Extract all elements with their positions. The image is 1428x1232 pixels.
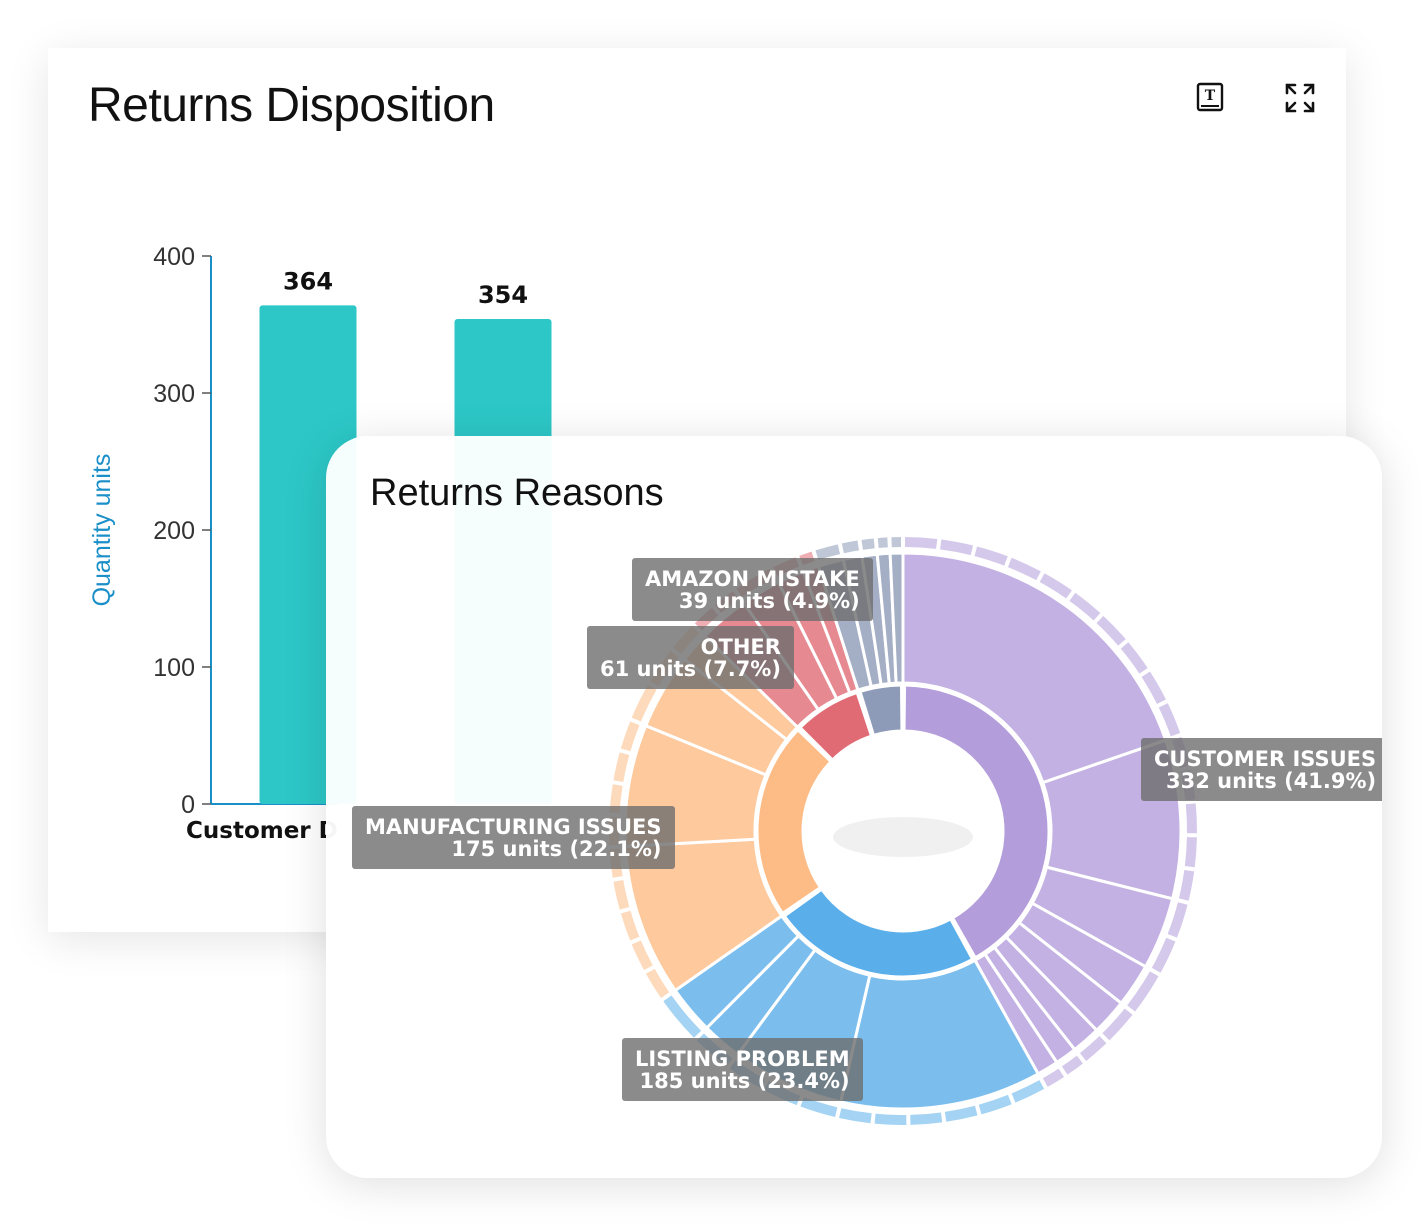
sunburst-outer-customer-issues (904, 537, 938, 549)
sunburst-outer-customer-issues (1096, 615, 1126, 646)
text-book-icon[interactable]: T (1190, 78, 1230, 118)
sunburst-outer-customer-issues (1184, 837, 1197, 868)
bar-value-label: 354 (478, 281, 528, 309)
sunburst-inner-customer-issues (902, 683, 1051, 960)
bar-value-label: 364 (283, 267, 333, 295)
returns-reasons-card: Returns Reasons AMAZON MISTAKE 39 units … (326, 436, 1382, 1178)
sunburst-outer-amazon-mistake (815, 544, 841, 560)
tooltip-name: CUSTOMER ISSUES (1154, 747, 1377, 771)
expand-icon[interactable] (1280, 78, 1320, 118)
sunburst-outer-customer-issues (1127, 971, 1159, 1012)
sunburst-outer-customer-issues (1069, 592, 1101, 621)
sunburst-outer-listing-problem (910, 1112, 943, 1125)
returns-disposition-title: Returns Disposition (88, 79, 495, 132)
sunburst-outer-amazon-mistake (841, 540, 860, 554)
sunburst-outer-manufacturing-issues (645, 968, 670, 998)
sunburst-inner-listing-problem (782, 887, 975, 979)
tooltip-other: OTHER 61 units (7.7%) (587, 626, 794, 689)
y-tick-label: 400 (153, 243, 195, 271)
sunburst-outer-customer-issues (1079, 1036, 1107, 1061)
tooltip-manufacturing-issues: MANUFACTURING ISSUES 175 units (22.1%) (352, 806, 675, 869)
tooltip-value: 332 units (41.9%) (1165, 769, 1377, 793)
tooltip-listing-problem: LISTING PROBLEM 185 units (23.4%) (622, 1038, 863, 1101)
sunburst-outer-customer-issues (940, 539, 974, 556)
sunburst-outer-customer-issues (1039, 573, 1072, 599)
x-category-label: Customer D (186, 818, 338, 844)
tooltip-value: 61 units (7.7%) (600, 657, 781, 681)
sunburst-outer-customer-issues (1151, 937, 1176, 973)
sunburst-inner-manufacturing-issues (755, 727, 834, 916)
sunburst-outer-listing-problem (1011, 1080, 1045, 1103)
sunburst-outer-customer-issues (1185, 803, 1197, 834)
sunburst-outer-customer-issues (1007, 557, 1041, 581)
sunburst-inner-amazon-mistake (858, 683, 904, 738)
sunburst-outer-customer-issues (1102, 1008, 1133, 1041)
tooltip-amazon-mistake: AMAZON MISTAKE 39 units (4.9%) (632, 558, 873, 621)
sunburst-mid-customer-issues (901, 551, 1168, 785)
returns-reasons-title: Returns Reasons (370, 472, 664, 514)
sunburst-outer-listing-problem (663, 995, 702, 1038)
svg-text:T: T (1205, 88, 1216, 104)
sunburst-outer-listing-problem (839, 1108, 872, 1124)
y-tick-label: 300 (153, 380, 195, 408)
tooltip-name: LISTING PROBLEM (635, 1047, 850, 1071)
sunburst-outer-manufacturing-issues (631, 684, 657, 722)
tooltip-name: OTHER (700, 635, 781, 659)
sunburst-outer-customer-issues (974, 546, 1008, 566)
tooltip-value: 39 units (4.9%) (678, 589, 860, 613)
tooltip-name: MANUFACTURING ISSUES (365, 815, 662, 839)
tooltip-value: 185 units (23.4%) (639, 1069, 850, 1093)
y-tick-label: 100 (153, 654, 195, 682)
sunburst-outer-customer-issues (1158, 703, 1181, 737)
sunburst-outer-listing-problem (978, 1094, 1012, 1115)
center-shadow (833, 817, 973, 857)
sunburst-outer-listing-problem (800, 1097, 838, 1118)
sunburst-outer-manufacturing-issues (613, 880, 630, 910)
sunburst-outer-amazon-mistake (861, 538, 875, 550)
tooltip-name: AMAZON MISTAKE (645, 567, 860, 591)
y-tick-label: 200 (153, 517, 195, 545)
sunburst-outer-listing-problem (944, 1105, 978, 1122)
sunburst-mid-amazon-mistake (888, 551, 905, 685)
y-tick-label: 0 (181, 791, 195, 819)
sunburst-outer-customer-issues (1178, 869, 1195, 901)
sunburst-outer-amazon-mistake (891, 537, 902, 548)
sunburst-outer-customer-issues (1120, 642, 1148, 674)
sunburst-outer-amazon-mistake (877, 537, 888, 549)
sunburst-outer-manufacturing-issues (631, 940, 653, 971)
tooltip-customer-issues: CUSTOMER ISSUES 332 units (41.9%) (1141, 738, 1382, 801)
sunburst-outer-customer-issues (1141, 671, 1166, 704)
tooltip-value: 175 units (22.1%) (451, 837, 662, 861)
y-axis-label: Quantity units (88, 454, 116, 607)
sunburst-outer-customer-issues (1061, 1055, 1083, 1075)
sunburst-outer-customer-issues (1042, 1068, 1065, 1087)
sunburst-outer-manufacturing-issues (613, 752, 630, 782)
sunburst-inner-other (797, 690, 874, 763)
sunburst-outer-manufacturing-issues (620, 910, 640, 941)
sunburst-outer-customer-issues (1167, 902, 1188, 938)
sunburst-outer-manufacturing-issues (620, 721, 640, 752)
sunburst-outer-listing-problem (874, 1113, 907, 1125)
